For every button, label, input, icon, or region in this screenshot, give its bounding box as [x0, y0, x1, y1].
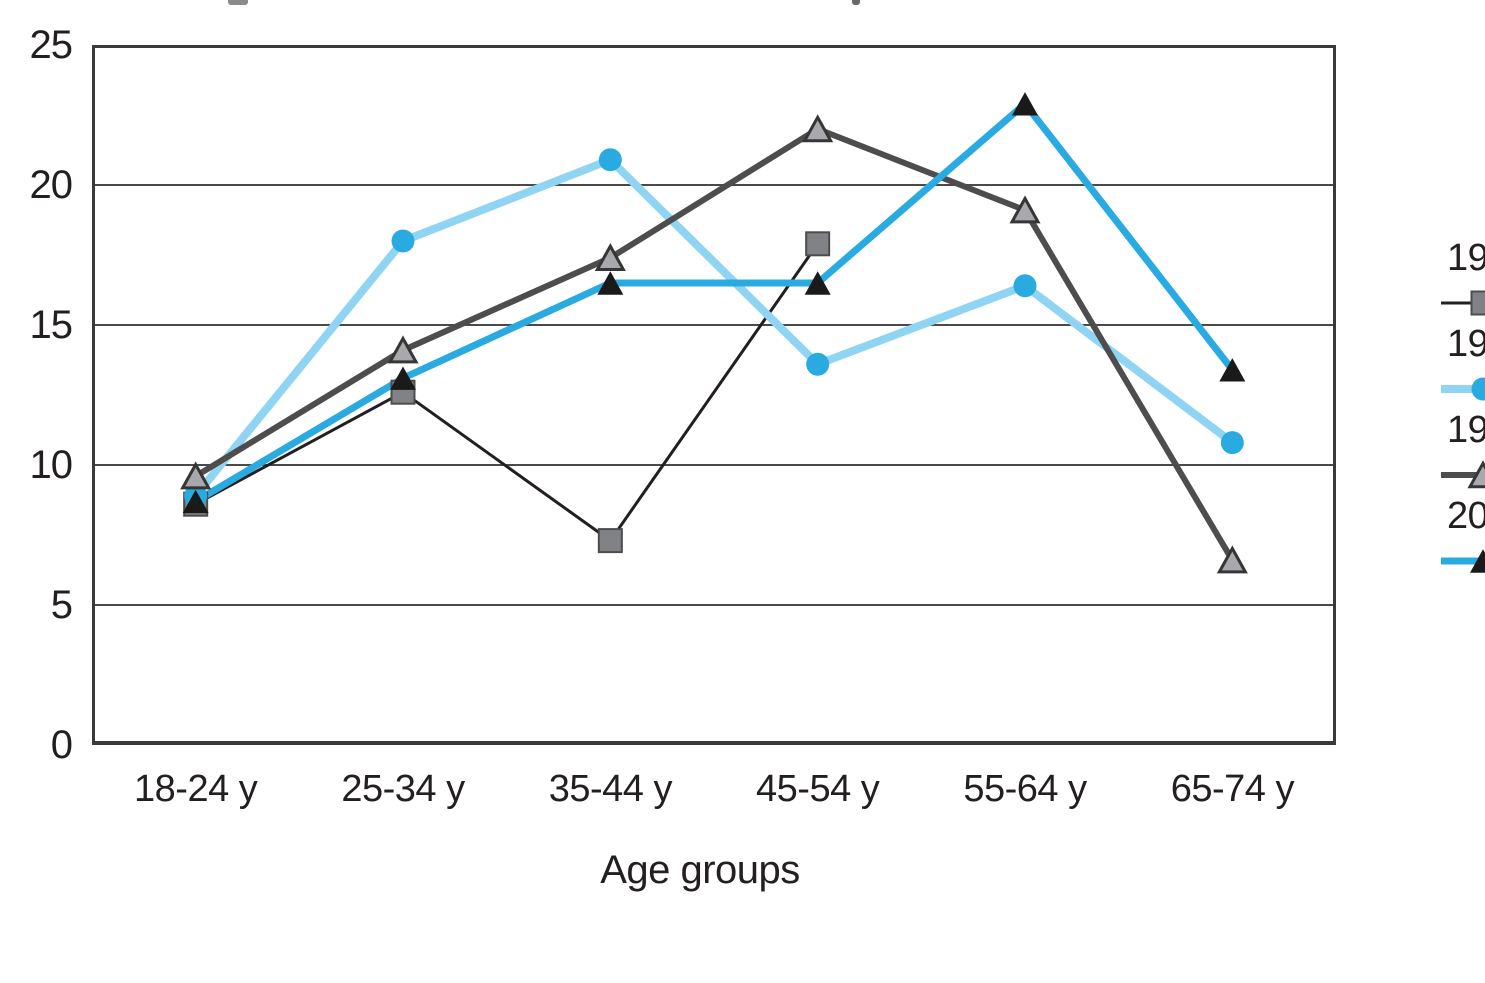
x-tick-label: 18-24 y	[134, 768, 258, 810]
legend-entry-3: 20	[1441, 495, 1485, 578]
series-1-marker	[1220, 431, 1244, 455]
x-tick-label: 45-54 y	[756, 768, 880, 810]
legend-label: 19	[1447, 237, 1485, 279]
legend-label: 19	[1447, 409, 1485, 451]
series-1-marker	[391, 229, 415, 253]
legend-marker-triangle-open	[1467, 460, 1485, 488]
line-chart	[92, 45, 1336, 745]
series-2-marker	[180, 461, 212, 490]
x-tick-label: 55-64 y	[963, 768, 1087, 810]
series-3-marker	[1219, 358, 1246, 382]
series-line-2	[192, 126, 1236, 564]
x-tick-label: 25-34 y	[341, 768, 465, 810]
cropped-title-fragment	[852, 0, 860, 5]
legend-entry-0: 19	[1441, 237, 1485, 320]
series-3-marker	[804, 271, 831, 295]
series-1-marker	[806, 352, 830, 376]
series-1-marker	[1013, 274, 1037, 298]
y-tick-label: 10	[29, 443, 74, 487]
y-tick-label: 15	[29, 303, 74, 347]
series-2-marker	[594, 243, 626, 271]
series-0-marker	[805, 231, 831, 257]
series-line-0	[194, 242, 820, 543]
series-3-marker	[182, 489, 209, 514]
series-3-marker	[1012, 92, 1038, 116]
y-tick-label: 20	[29, 163, 74, 207]
legend-marker-circle	[1471, 377, 1485, 401]
series-2-marker	[802, 114, 834, 143]
legend-key-sample	[1441, 460, 1485, 488]
x-tick-label: 35-44 y	[548, 768, 673, 810]
series-line-1	[191, 155, 1237, 500]
legend-key-sample	[1441, 549, 1485, 573]
legend-marker-triangle	[1470, 549, 1485, 573]
series-1-marker	[598, 148, 622, 172]
y-tick-label: 5	[50, 583, 73, 627]
x-tick-label: 65-74 y	[1170, 768, 1295, 810]
x-axis-title: Age groups	[600, 848, 800, 892]
series-3-marker	[597, 271, 624, 295]
legend-label: 20	[1447, 495, 1485, 537]
series-line-3	[192, 100, 1236, 505]
plot-area	[92, 45, 1336, 745]
legend-key-sample	[1441, 290, 1485, 316]
series-2-marker	[1009, 195, 1041, 224]
y-tick-label: 0	[50, 723, 73, 767]
legend-marker-square	[1470, 290, 1485, 316]
legend-label: 19	[1447, 323, 1485, 365]
y-tick-label: 25	[29, 23, 74, 67]
series-2-marker	[387, 335, 419, 364]
legend-entry-1: 19	[1441, 323, 1485, 406]
series-3-marker	[390, 366, 416, 390]
series-0-marker	[597, 528, 623, 554]
series-2-marker	[1216, 545, 1248, 574]
legend-key-sample	[1441, 377, 1485, 401]
legend-entry-2: 19	[1441, 409, 1485, 492]
cropped-title-fragment	[228, 0, 248, 5]
